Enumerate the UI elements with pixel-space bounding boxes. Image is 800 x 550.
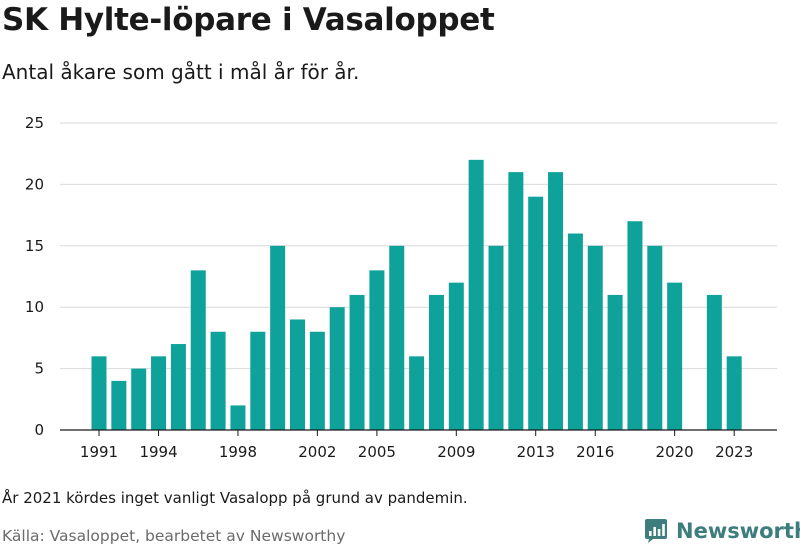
- bar-2008: [428, 294, 444, 430]
- bar-1999: [250, 331, 266, 430]
- bar-2023: [726, 356, 742, 430]
- x-tick-label-2009: 2009: [437, 443, 475, 461]
- bar-2016: [587, 245, 603, 430]
- bar-1997: [210, 331, 226, 430]
- brand-logo: Newsworthy: [644, 518, 800, 544]
- x-tick-label-1994: 1994: [139, 443, 177, 461]
- bar-2007: [409, 356, 425, 430]
- brand-name: Newsworthy: [676, 519, 800, 543]
- bar-2003: [329, 307, 345, 430]
- x-tick-label-2013: 2013: [517, 443, 555, 461]
- bar-2017: [607, 294, 623, 430]
- x-tick-label-2005: 2005: [358, 443, 396, 461]
- bar-2001: [290, 319, 305, 430]
- x-tick-label-2002: 2002: [298, 443, 336, 461]
- axes: 0 5 10 15 20 25 1991 1994 1998 2002 2005 2009 2013 20…: [25, 114, 777, 461]
- bar-2019: [647, 245, 663, 430]
- source-text: Källa: Vasaloppet, bearbetet av Newswort…: [2, 527, 346, 545]
- bar-2011: [488, 245, 504, 430]
- bar-2015: [567, 233, 583, 430]
- bar-1992: [111, 380, 127, 430]
- x-tick-label-2023: 2023: [715, 443, 753, 461]
- bar-2006: [389, 245, 405, 430]
- bar-2012: [508, 172, 524, 430]
- bar-2014: [548, 172, 564, 430]
- bar-1995: [170, 344, 186, 430]
- bar-2002: [309, 331, 325, 430]
- y-tick-label-10: 10: [25, 298, 44, 316]
- bar-2018: [627, 221, 643, 430]
- bar-2004: [349, 294, 365, 430]
- chart-title: SK Hylte-löpare i Vasaloppet: [2, 2, 495, 38]
- x-tick-label-1991: 1991: [80, 443, 118, 461]
- x-tick-label-2020: 2020: [656, 443, 694, 461]
- y-tick-label-20: 20: [25, 175, 44, 193]
- bar-2020: [667, 282, 683, 430]
- x-tick-label-2016: 2016: [576, 443, 614, 461]
- bar-2005: [369, 270, 385, 430]
- bars: [91, 159, 742, 430]
- bar-1991: [91, 356, 107, 430]
- y-tick-label-15: 15: [25, 237, 44, 255]
- y-tick-label-25: 25: [25, 114, 44, 132]
- bar-2013: [528, 196, 544, 430]
- bar-chart-logo-icon: [645, 519, 667, 543]
- y-tick-label-5: 5: [34, 360, 44, 378]
- bar-chart: 0 5 10 15 20 25 1991 1994 1998 2002 2005 2009 2013 20…: [25, 114, 777, 461]
- bar-2009: [448, 282, 464, 430]
- bar-1994: [151, 356, 167, 430]
- y-tick-label-0: 0: [34, 421, 44, 439]
- chart-subtitle: Antal åkare som gått i mål år för år.: [2, 60, 360, 84]
- bar-2022: [706, 294, 722, 430]
- bar-1996: [190, 270, 206, 430]
- bar-2000: [270, 245, 286, 430]
- bar-1993: [131, 368, 147, 430]
- bar-1998: [230, 405, 246, 430]
- bar-2010: [468, 159, 484, 430]
- footnote: År 2021 kördes inget vanligt Vasalopp på…: [2, 489, 468, 507]
- x-tick-label-1998: 1998: [219, 443, 257, 461]
